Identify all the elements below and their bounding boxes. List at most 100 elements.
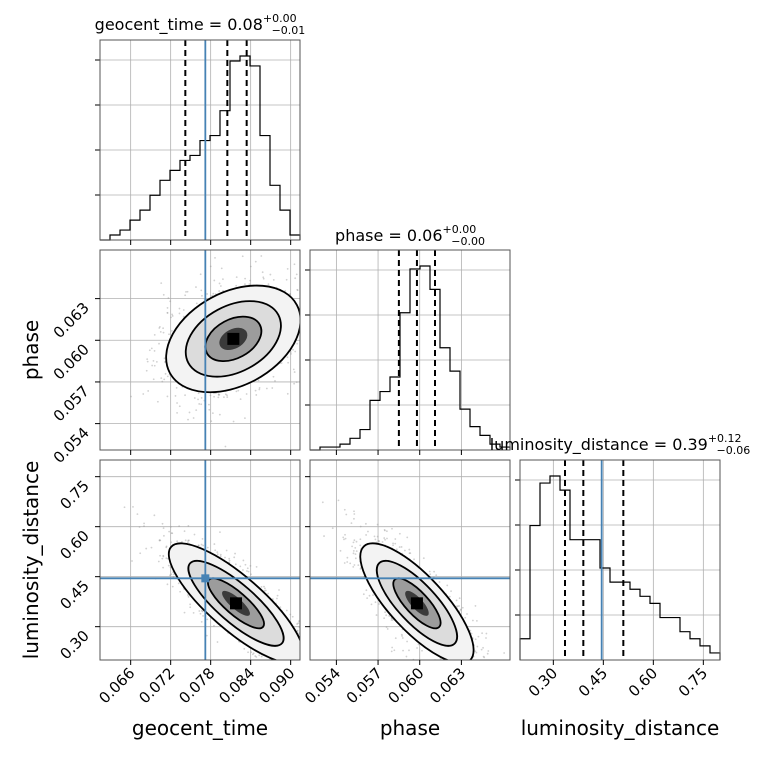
sample-point bbox=[470, 632, 473, 635]
sample-point bbox=[374, 538, 377, 541]
sample-point bbox=[161, 522, 164, 525]
sample-point bbox=[325, 309, 327, 311]
sample-point bbox=[287, 361, 290, 364]
sample-point bbox=[242, 559, 245, 562]
xlabel-luminosity-distance: luminosity_distance bbox=[521, 716, 720, 740]
sample-point bbox=[166, 307, 169, 309]
sample-point bbox=[318, 652, 320, 654]
sample-point bbox=[263, 587, 266, 590]
sample-point bbox=[214, 256, 216, 259]
sample-point bbox=[394, 637, 397, 640]
sample-point bbox=[200, 397, 203, 399]
panel-border bbox=[99, 39, 301, 241]
sample-point bbox=[274, 380, 276, 382]
sample-point bbox=[258, 386, 261, 389]
sample-point bbox=[243, 647, 246, 650]
panel-content bbox=[100, 460, 335, 699]
sample-point bbox=[209, 394, 212, 397]
sample-point bbox=[220, 267, 223, 270]
sample-point bbox=[354, 557, 357, 560]
sample-point bbox=[198, 610, 201, 612]
sample-point bbox=[346, 556, 349, 559]
sample-point bbox=[333, 697, 335, 699]
panel-hist-geocent_time bbox=[95, 39, 301, 245]
sample-point bbox=[304, 654, 306, 656]
sample-point bbox=[413, 558, 415, 561]
sample-point bbox=[306, 665, 308, 667]
sample-point bbox=[468, 671, 470, 673]
sample-point bbox=[193, 397, 196, 399]
sample-point bbox=[416, 647, 418, 649]
sample-point bbox=[188, 411, 191, 414]
sample-point bbox=[409, 552, 412, 555]
sample-point bbox=[195, 409, 198, 412]
sample-point bbox=[311, 670, 313, 672]
sample-point bbox=[198, 544, 200, 547]
sample-point bbox=[400, 546, 403, 548]
sample-point bbox=[178, 312, 181, 315]
sample-point bbox=[171, 313, 173, 316]
sample-point bbox=[489, 679, 491, 681]
sample-point bbox=[188, 539, 190, 542]
y-tick-label: 0.30 bbox=[56, 627, 92, 663]
sample-point bbox=[257, 379, 260, 382]
sample-point bbox=[384, 611, 387, 614]
sample-point bbox=[213, 395, 215, 398]
sample-point bbox=[349, 562, 352, 565]
sample-point bbox=[408, 548, 411, 551]
sample-point bbox=[344, 537, 347, 540]
sample-point bbox=[200, 609, 203, 612]
sample-point bbox=[232, 420, 235, 423]
sample-point bbox=[355, 540, 358, 543]
sample-point bbox=[224, 393, 227, 396]
sample-point bbox=[153, 364, 156, 367]
sample-point bbox=[401, 637, 404, 639]
sample-point bbox=[235, 276, 238, 279]
sample-point bbox=[163, 357, 166, 360]
sample-point bbox=[138, 526, 141, 528]
sample-point bbox=[346, 561, 349, 563]
sample-point bbox=[299, 667, 301, 669]
sample-point bbox=[317, 646, 319, 648]
sample-point bbox=[439, 662, 441, 664]
sample-point bbox=[187, 595, 190, 598]
sample-point bbox=[198, 403, 201, 405]
sample-point bbox=[263, 589, 266, 592]
sample-point bbox=[344, 533, 346, 536]
sample-point bbox=[167, 297, 170, 299]
sample-point bbox=[386, 537, 388, 540]
sample-point bbox=[402, 649, 404, 652]
sample-point bbox=[267, 592, 270, 595]
sample-point bbox=[187, 594, 189, 596]
sample-point bbox=[254, 260, 257, 263]
sample-point bbox=[250, 651, 253, 654]
sample-point bbox=[162, 527, 165, 530]
sample-point bbox=[255, 565, 258, 568]
sample-point bbox=[352, 565, 355, 568]
sample-point bbox=[178, 405, 181, 408]
sample-point bbox=[391, 646, 394, 649]
sample-point bbox=[404, 549, 406, 552]
sample-point bbox=[353, 517, 355, 520]
sample-point bbox=[388, 615, 391, 617]
sample-point bbox=[343, 508, 346, 511]
sample-point bbox=[367, 530, 369, 533]
sample-point bbox=[295, 381, 298, 384]
sample-point bbox=[249, 265, 252, 268]
sample-point bbox=[272, 375, 275, 378]
sample-point bbox=[304, 299, 306, 301]
panel-content bbox=[130, 250, 327, 450]
sample-point bbox=[293, 263, 296, 266]
sample-point bbox=[316, 643, 318, 645]
sample-point bbox=[435, 574, 438, 577]
sample-point bbox=[466, 613, 468, 615]
sample-point bbox=[354, 553, 357, 556]
panel-border bbox=[309, 249, 511, 451]
sample-point bbox=[206, 546, 209, 549]
sample-point bbox=[296, 623, 298, 625]
sample-point bbox=[208, 403, 210, 406]
sample-point bbox=[316, 674, 318, 676]
sample-point bbox=[254, 389, 257, 392]
